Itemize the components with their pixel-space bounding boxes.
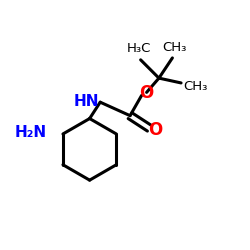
Text: CH₃: CH₃ bbox=[183, 80, 207, 93]
Text: CH₃: CH₃ bbox=[162, 41, 186, 54]
Text: O: O bbox=[139, 84, 153, 102]
Text: H₃C: H₃C bbox=[126, 42, 151, 55]
Text: O: O bbox=[148, 121, 162, 139]
Text: HN: HN bbox=[73, 94, 99, 109]
Text: H₂N: H₂N bbox=[14, 126, 46, 140]
